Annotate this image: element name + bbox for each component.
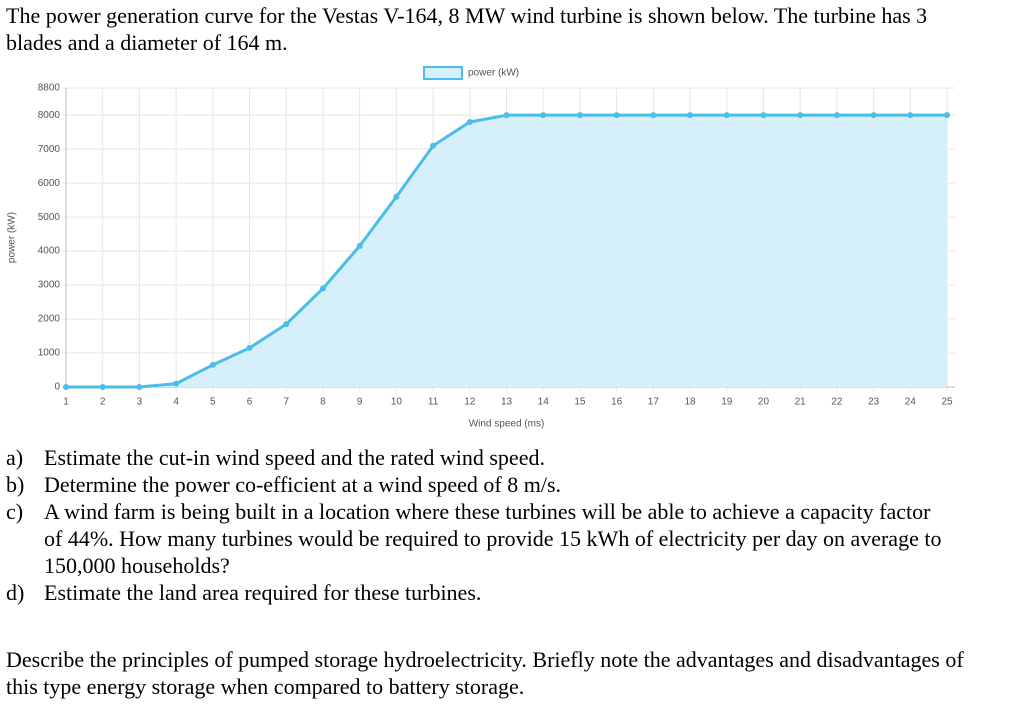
questions: a) Estimate the cut-in wind speed and the… [6,444,1006,606]
y-tick-label: 2000 [38,314,61,325]
x-tick-label: 3 [137,397,143,408]
closing: Describe the principles of pumped storag… [6,647,964,699]
point [209,361,216,368]
x-tick-label: 6 [247,397,253,408]
question: a) Estimate the cut-in wind speed and the… [6,444,944,471]
x-tick-label: 15 [574,397,586,408]
point [687,112,694,119]
x-tick-label: 23 [868,397,880,408]
area [66,115,947,387]
x-tick-label: 22 [831,397,843,408]
x-tick-label: 20 [758,397,770,408]
point [136,384,143,390]
x-tick-label: 4 [173,397,179,408]
x-tick-label: 21 [795,397,807,408]
legend-swatch [423,66,463,80]
point [613,112,620,119]
question-label: a) [6,445,24,470]
x-tick-label: 2 [100,397,106,408]
question: c) A wind farm is being built in a locati… [6,498,944,579]
question-text: A wind farm is being built in a location… [44,499,942,578]
y-tick-label: 5000 [38,212,61,223]
x-axis-label: Wind speed (ms) [469,419,545,430]
legend-label: power (kW) [468,68,519,79]
point [576,112,583,119]
question-text: Determine the power co-efficient at a wi… [44,472,562,497]
question-text: Estimate the cut-in wind speed and the r… [44,445,545,470]
point [833,112,840,119]
point [540,112,547,119]
point [650,112,657,119]
question: b) Determine the power co-efficient at a … [6,471,944,498]
y-tick-label: 8000 [38,110,61,121]
x-tick-label: 14 [538,397,550,408]
x-tick-label: 24 [905,397,917,408]
question-text: Estimate the land area required for thes… [44,580,482,605]
point [503,112,510,119]
point [283,321,290,328]
x-tick-label: 9 [357,397,363,408]
point [246,344,253,351]
point [99,384,106,390]
point [173,380,180,387]
point [319,285,326,292]
point [907,112,914,119]
y-tick-label: 0 [54,382,60,393]
x-tick-label: 18 [684,397,696,408]
intro: The power generation curve for the Vesta… [6,3,928,55]
x-tick-label: 25 [941,397,953,408]
y-tick-label: 8800 [38,83,61,94]
y-tick-label: 4000 [38,246,61,257]
point [944,112,950,119]
y-tick-label: 1000 [38,348,61,359]
x-tick-label: 17 [648,397,660,408]
point [430,142,437,149]
y-tick-label: 7000 [38,144,61,155]
x-tick-label: 13 [501,397,513,408]
y-tick-label: 6000 [38,178,61,189]
y-tick-label: 3000 [38,280,61,291]
question: d) Estimate the land area required for th… [6,579,944,606]
x-tick-label: 12 [464,397,476,408]
x-tick-label: 11 [428,397,439,408]
question-label: c) [6,499,24,524]
point [63,384,69,390]
point [356,242,363,249]
point [870,112,877,119]
y-axis-label: power (kW) [7,212,18,263]
x-tick-label: 1 [63,397,69,408]
question-label: b) [6,472,25,497]
x-tick-label: 10 [391,397,403,408]
x-tick-label: 19 [721,397,733,408]
x-tick-label: 7 [283,397,289,408]
point [797,112,804,119]
point [723,112,730,119]
point [760,112,767,119]
point [393,193,400,200]
x-tick-label: 5 [210,397,216,408]
x-tick-label: 8 [320,397,326,408]
question-label: d) [6,580,25,605]
x-tick-label: 16 [611,397,623,408]
point [466,118,473,125]
